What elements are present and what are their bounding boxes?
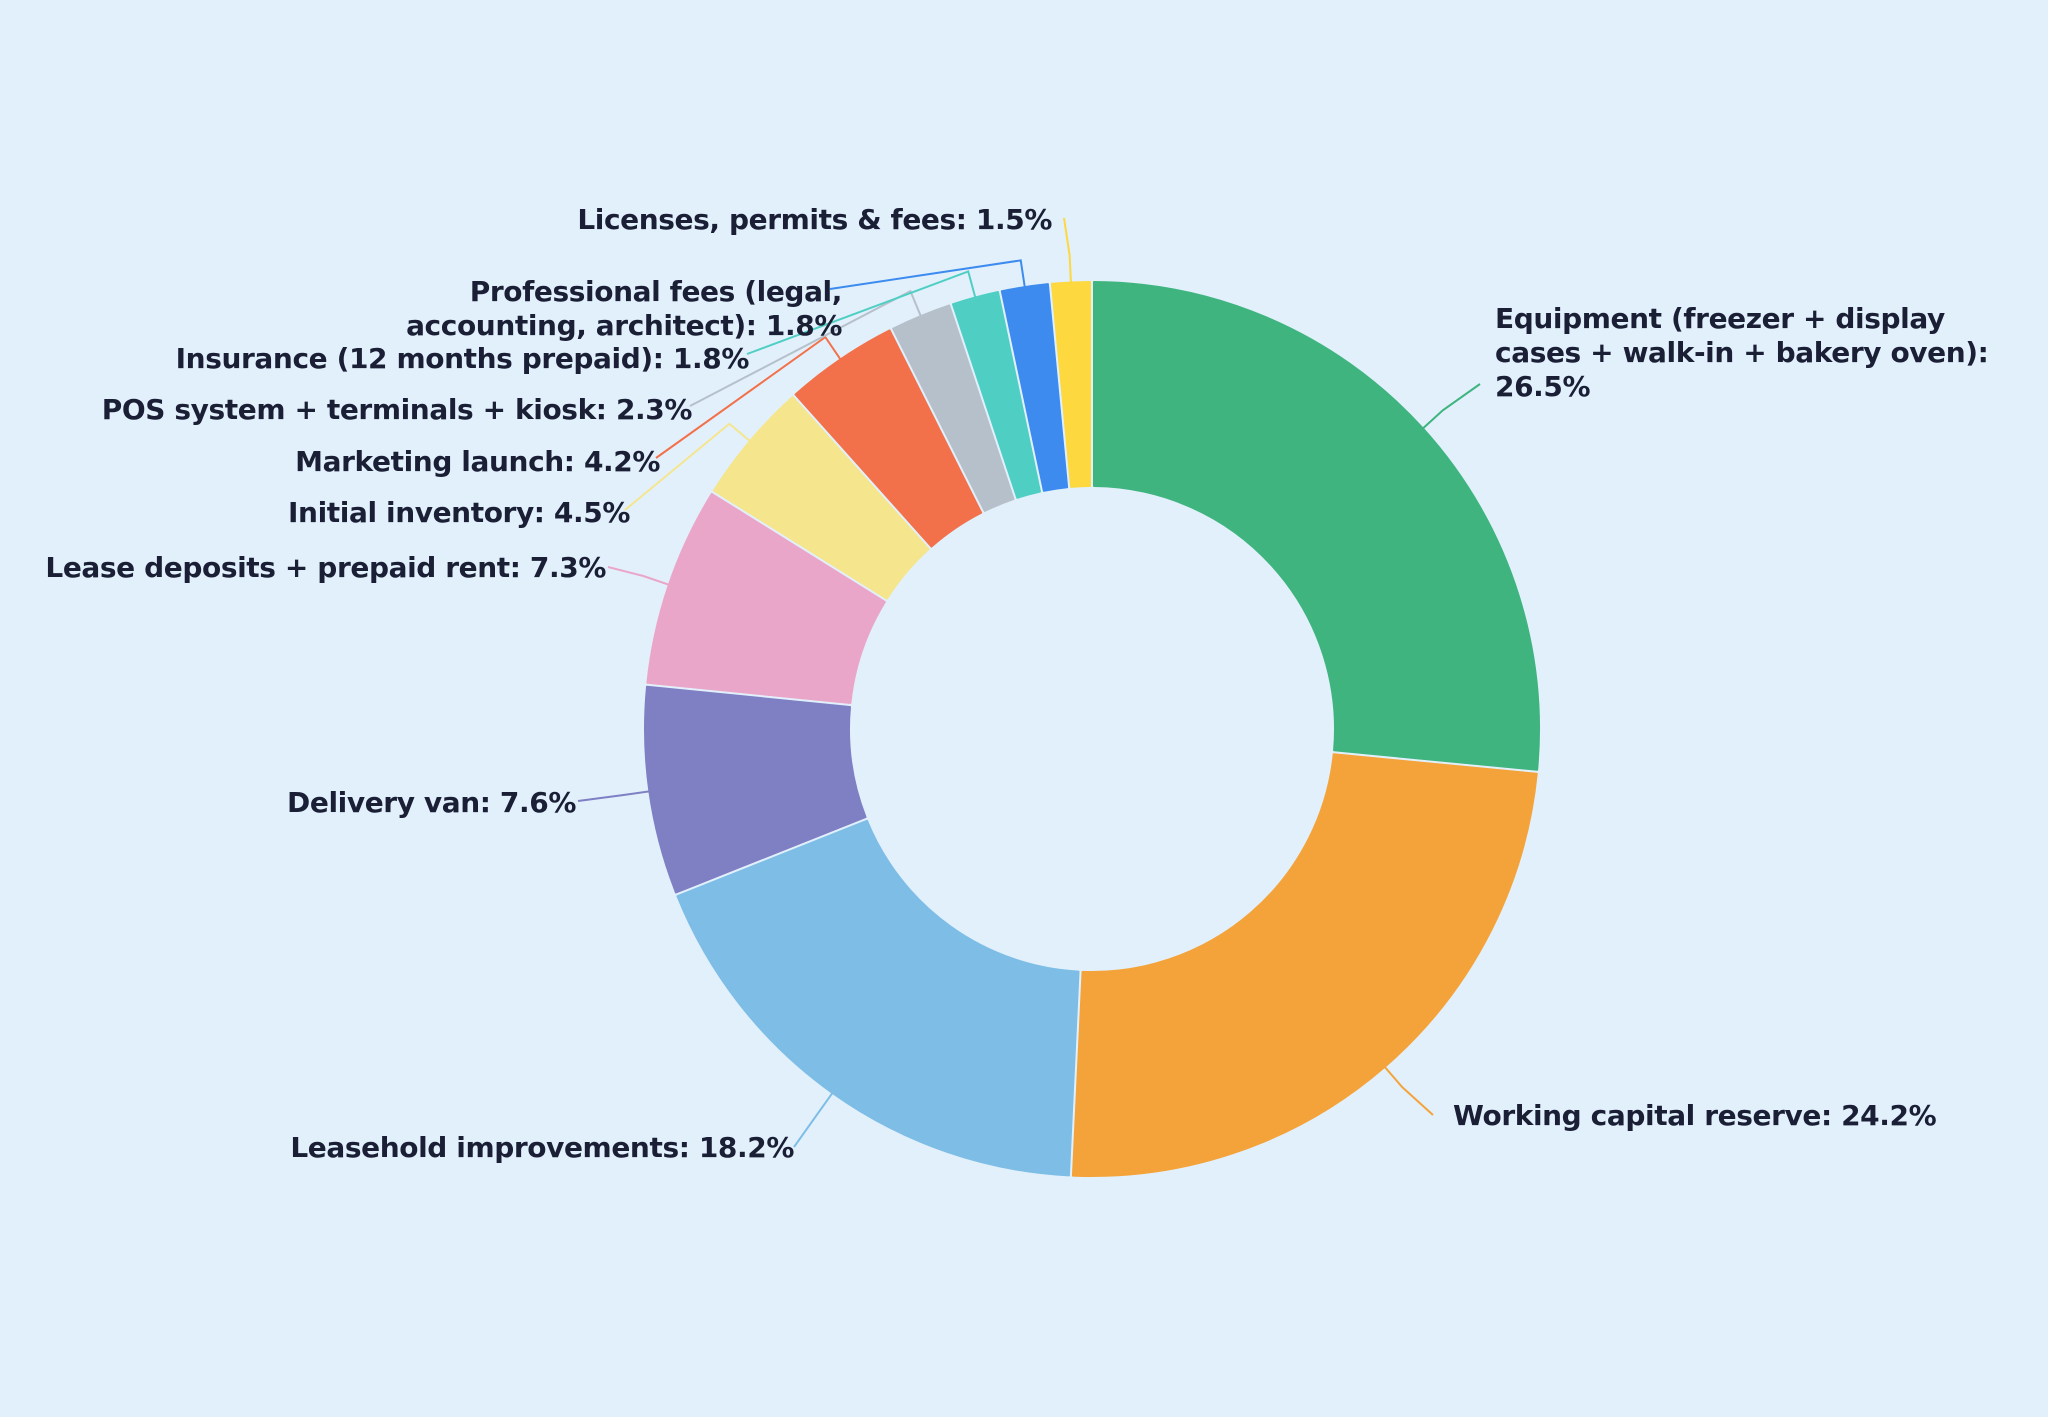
leader-lines-layer xyxy=(577,217,1481,1148)
slice-label-pos-system-terminals-kiosk: POS system + terminals + kiosk: 2.3% xyxy=(102,393,693,426)
slice-label-marketing-launch: Marketing launch: 4.2% xyxy=(295,445,660,478)
slice-label-insurance-12-months-prepaid: Insurance (12 months prepaid): 1.8% xyxy=(176,342,750,375)
donut-slice-lease-deposits-prepaid-rent[interactable] xyxy=(646,492,886,704)
donut-slice-delivery-van[interactable] xyxy=(644,685,867,894)
leader-line-pos-system-terminals-kiosk xyxy=(689,289,925,407)
leader-line-professional-fees-legal-accounting-architect xyxy=(829,259,1027,294)
slice-label-professional-fees-legal-accounting-architect: Professional fees (legal, accounting, arc… xyxy=(406,275,842,342)
slice-label-equipment-freezer-display-cases-walk-in-bakery-oven: Equipment (freezer + display cases + walk… xyxy=(1495,302,1988,403)
donut-slice-working-capital-reserve[interactable] xyxy=(1071,753,1538,1177)
slice-label-leasehold-improvements: Leasehold improvements: 18.2% xyxy=(290,1131,794,1164)
leader-line-equipment-freezer-display-cases-walk-in-bakery-oven xyxy=(1417,383,1481,434)
slice-label-initial-inventory: Initial inventory: 4.5% xyxy=(288,496,630,529)
donut-slice-insurance-12-months-prepaid[interactable] xyxy=(951,291,1041,499)
leader-line-leasehold-improvements xyxy=(793,1087,837,1148)
donut-slice-marketing-launch[interactable] xyxy=(794,329,983,548)
leader-line-licenses-permits-fees xyxy=(1063,217,1073,289)
donut-slice-initial-inventory[interactable] xyxy=(712,396,930,600)
donut-slice-leasehold-improvements[interactable] xyxy=(676,819,1080,1177)
slice-label-delivery-van: Delivery van: 7.6% xyxy=(287,786,576,819)
slice-label-lease-deposits-prepaid-rent: Lease deposits + prepaid rent: 7.3% xyxy=(45,551,606,584)
slice-label-licenses-permits-fees: Licenses, permits & fees: 1.5% xyxy=(577,203,1052,236)
leader-line-insurance-12-months-prepaid xyxy=(746,270,978,355)
donut-slice-pos-system-terminals-kiosk[interactable] xyxy=(892,304,1015,512)
leader-line-lease-deposits-prepaid-rent xyxy=(607,566,675,588)
donut-slice-licenses-permits-fees[interactable] xyxy=(1050,281,1091,488)
donut-slice-professional-fees-legal-accounting-architect[interactable] xyxy=(1000,283,1069,492)
labels-layer: Equipment (freezer + display cases + walk… xyxy=(45,203,1988,1164)
slices-layer xyxy=(644,281,1540,1177)
leader-line-delivery-van xyxy=(577,789,656,802)
leader-line-working-capital-reserve xyxy=(1379,1061,1434,1116)
donut-slice-equipment-freezer-display-cases-walk-in-bakery-oven[interactable] xyxy=(1093,281,1540,771)
slice-label-working-capital-reserve: Working capital reserve: 24.2% xyxy=(1453,1099,1937,1132)
leader-line-marketing-launch xyxy=(655,335,845,459)
leader-line-initial-inventory xyxy=(624,422,756,511)
